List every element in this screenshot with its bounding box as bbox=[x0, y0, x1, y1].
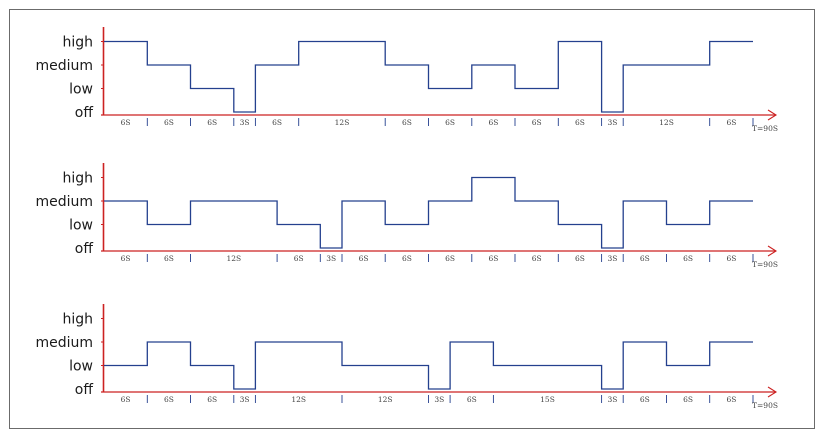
segment-duration-label: 6S bbox=[683, 395, 693, 404]
y-tick-label-low: low bbox=[69, 82, 93, 98]
segment-duration-label: 6S bbox=[488, 118, 498, 127]
segment-duration-label: 12S bbox=[226, 254, 241, 263]
y-tick-label-off: off bbox=[75, 382, 94, 398]
segment-duration-label: 6S bbox=[164, 118, 174, 127]
segment-duration-label: 3S bbox=[607, 395, 617, 404]
segment-duration-label: 6S bbox=[532, 118, 542, 127]
y-tick-label-medium: medium bbox=[35, 58, 93, 74]
x-axis-arrow bbox=[767, 386, 778, 398]
segment-duration-label: 6S bbox=[575, 254, 585, 263]
segment-duration-label: 6S bbox=[726, 118, 736, 127]
segment-duration-label: 3S bbox=[607, 254, 617, 263]
figure-frame bbox=[9, 9, 815, 429]
segment-duration-label: 6S bbox=[402, 118, 412, 127]
segment-duration-label: 6S bbox=[207, 118, 217, 127]
segment-duration-label: 6S bbox=[207, 395, 217, 404]
segment-duration-label: 6S bbox=[402, 254, 412, 263]
series-step-line bbox=[104, 341, 753, 390]
segment-duration-label: 3S bbox=[240, 118, 250, 127]
end-time-label: T=90S bbox=[752, 124, 778, 133]
x-axis-arrow bbox=[767, 109, 778, 121]
y-tick-label-low: low bbox=[69, 218, 93, 234]
segment-duration-label: 12S bbox=[378, 395, 393, 404]
segment-duration-label: 6S bbox=[532, 254, 542, 263]
chart-panel-3: off low medium high 6S 6S 6S 3S 12S 12S 3S 6S 15S 3S 6… bbox=[35, 304, 778, 410]
segment-duration-label: 6S bbox=[640, 254, 650, 263]
segment-duration-label: 6S bbox=[164, 395, 174, 404]
series-step-line bbox=[104, 40, 753, 113]
segment-duration-label: 3S bbox=[240, 395, 250, 404]
segment-duration-label: 3S bbox=[607, 118, 617, 127]
segment-duration-label: 6S bbox=[726, 395, 736, 404]
end-time-label: T=90S bbox=[752, 260, 778, 269]
segment-duration-label: 6S bbox=[294, 254, 304, 263]
y-tick-label-medium: medium bbox=[35, 194, 93, 210]
segment-duration-label: 6S bbox=[726, 254, 736, 263]
segment-duration-label: 15S bbox=[540, 395, 555, 404]
segment-duration-label: 3S bbox=[434, 395, 444, 404]
segment-duration-label: 6S bbox=[445, 254, 455, 263]
x-axis-arrow bbox=[767, 245, 778, 257]
segment-duration-label: 6S bbox=[359, 254, 369, 263]
y-tick-label-low: low bbox=[69, 359, 93, 375]
segment-duration-label: 6S bbox=[121, 118, 131, 127]
chart-panel-1: off low medium high 6S 6S 6S 3S 6S 12S 6S 6S 6S 6S 6S 3… bbox=[35, 27, 778, 133]
segment-duration-label: 12S bbox=[659, 118, 674, 127]
chart-panel-2: off low medium high 6S 6S 12S 6S 3S 6S 6S 6S 6S 6S 6S 3… bbox=[35, 163, 778, 269]
y-tick-label-off: off bbox=[75, 241, 94, 257]
y-tick-label-high: high bbox=[62, 312, 93, 328]
end-time-label: T=90S bbox=[752, 401, 778, 410]
y-tick-label-high: high bbox=[62, 35, 93, 51]
segment-duration-label: 6S bbox=[164, 254, 174, 263]
segment-duration-label: 6S bbox=[488, 254, 498, 263]
segment-duration-label: 6S bbox=[640, 395, 650, 404]
segment-duration-label: 6S bbox=[272, 118, 282, 127]
segment-duration-label: 6S bbox=[467, 395, 477, 404]
segment-duration-label: 3S bbox=[326, 254, 336, 263]
segment-duration-label: 6S bbox=[121, 395, 131, 404]
segment-duration-label: 6S bbox=[121, 254, 131, 263]
segment-duration-label: 6S bbox=[445, 118, 455, 127]
y-tick-label-high: high bbox=[62, 171, 93, 187]
y-tick-label-off: off bbox=[75, 105, 94, 121]
series-step-line bbox=[104, 176, 753, 249]
segment-duration-label: 6S bbox=[575, 118, 585, 127]
segment-duration-label: 12S bbox=[291, 395, 306, 404]
segment-duration-label: 6S bbox=[683, 254, 693, 263]
y-tick-label-medium: medium bbox=[35, 335, 93, 351]
segment-duration-label: 12S bbox=[335, 118, 350, 127]
